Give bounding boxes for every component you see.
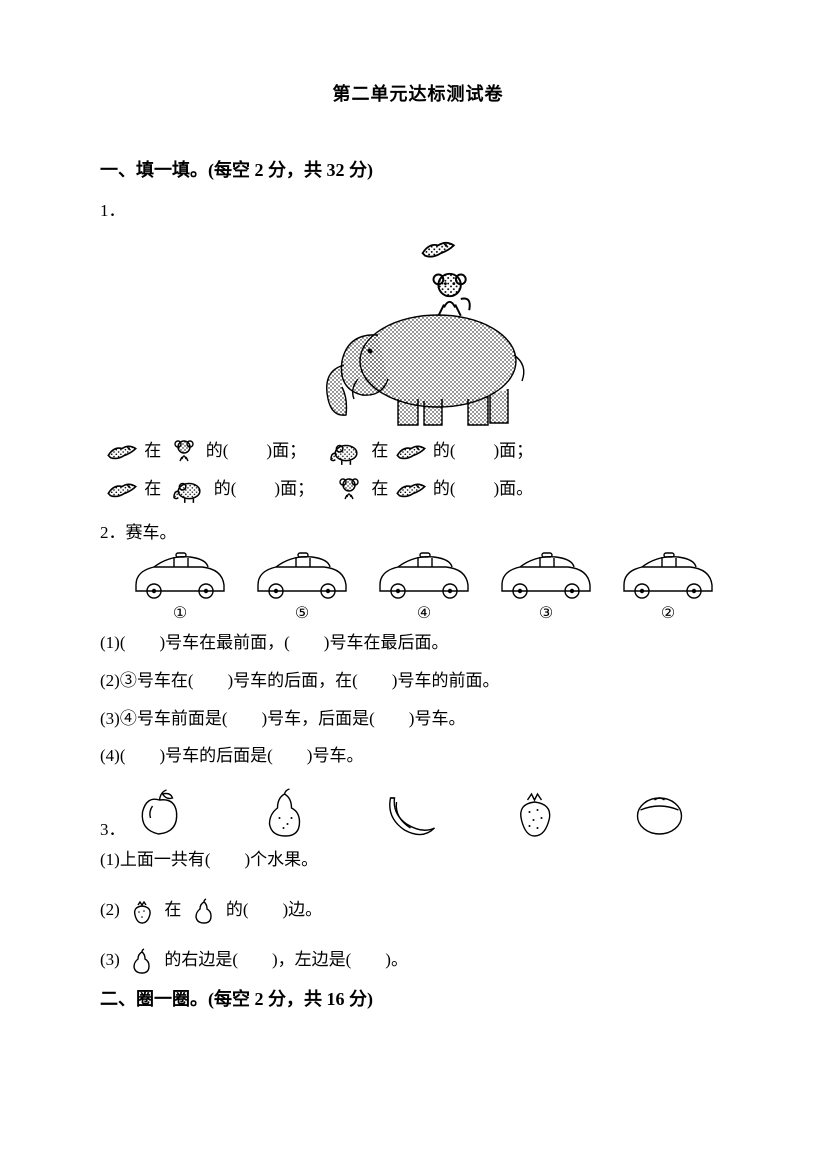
car-label-3: ④: [417, 603, 431, 623]
car-2: ⑤: [252, 551, 352, 623]
strawberry-icon: [126, 898, 158, 924]
q1-r1-t2: 的(: [206, 441, 229, 460]
page-title: 第二单元达标测试卷: [100, 80, 736, 106]
q2-p2: (2)③号车在( )号车的后面，在( )号车的前面。: [100, 663, 736, 699]
bird-icon: [395, 439, 427, 465]
car-5: ②: [618, 551, 718, 623]
q1-row1: 在 的( )面； 在 的( )面；: [100, 433, 736, 469]
q1-r2-t2: 的(: [214, 479, 237, 498]
tomato-icon: [632, 788, 687, 838]
bird-icon: [106, 439, 138, 465]
car-label-4: ③: [539, 603, 553, 623]
q3-p2c: 的( )边。: [226, 900, 322, 919]
pear-icon: [126, 948, 158, 974]
car-row: ① ⑤ ④ ③ ②: [130, 551, 736, 623]
banana-icon: [382, 788, 437, 838]
q3-p3a: (3): [100, 950, 120, 969]
strawberry-icon: [507, 788, 562, 838]
q1-number: 1．: [100, 196, 736, 221]
car-label-2: ⑤: [295, 603, 309, 623]
q1-r1-t3: )面；: [266, 441, 306, 460]
car-4: ③: [496, 551, 596, 623]
car-label-5: ②: [661, 603, 675, 623]
q2-p1: (1)( )号车在最前面，( )号车在最后面。: [100, 625, 736, 661]
q1-r2-t3: )面；: [274, 479, 314, 498]
pear-icon: [188, 898, 220, 924]
section-2-heading: 二、圈一圈。(每空 2 分，共 16 分): [100, 985, 736, 1011]
q2-p3: (3)④号车前面是( )号车，后面是( )号车。: [100, 701, 736, 737]
q1-r2-t5: 的(: [433, 479, 456, 498]
q1-r2-t6: )面。: [494, 479, 534, 498]
bird-icon: [395, 477, 427, 503]
q3-p2: (2) 在 的( )边。: [100, 892, 736, 928]
car-3: ④: [374, 551, 474, 623]
q3-p2a: (2): [100, 900, 120, 919]
q1-scene-illustration: [280, 229, 540, 429]
q3-number: 3．: [100, 815, 126, 840]
q1-r2-t4: 在: [371, 479, 388, 498]
elephant-icon: [168, 476, 208, 504]
q3-p3: (3) 的右边是( )，左边是( )。: [100, 942, 736, 978]
elephant-icon: [325, 438, 365, 466]
fruit-row: [132, 788, 687, 838]
car-label-1: ①: [173, 603, 187, 623]
q2-number: 2．赛车。: [100, 518, 736, 543]
monkey-icon: [168, 439, 200, 465]
q1-r2-t1: 在: [144, 479, 161, 498]
q2-p4: (4)( )号车的后面是( )号车。: [100, 738, 736, 774]
q1-r1-t4: 在: [371, 441, 388, 460]
car-1: ①: [130, 551, 230, 623]
bird-icon: [106, 477, 138, 503]
pear-icon: [257, 788, 312, 838]
q1-r1-t6: )面；: [494, 441, 534, 460]
q1-row2: 在 的( )面； 在 的( )面。: [100, 471, 736, 507]
q1-r1-t1: 在: [144, 441, 161, 460]
monkey-icon: [333, 477, 365, 503]
q3-p2b: 在: [164, 900, 181, 919]
section-1-heading: 一、填一填。(每空 2 分，共 32 分): [100, 156, 736, 182]
apple-icon: [132, 788, 187, 838]
q1-r1-t5: 的(: [433, 441, 456, 460]
q3-p3b: 的右边是( )，左边是( )。: [164, 950, 408, 969]
q3-p1: (1)上面一共有( )个水果。: [100, 842, 736, 878]
